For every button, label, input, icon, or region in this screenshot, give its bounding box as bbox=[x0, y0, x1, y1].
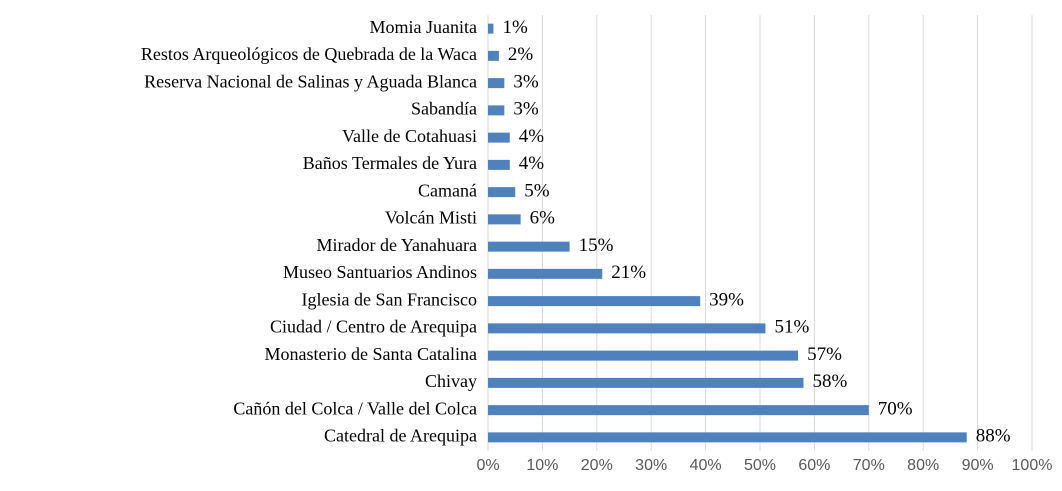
value-label: 51% bbox=[774, 317, 809, 338]
bar bbox=[488, 132, 510, 143]
category-label: Momia Juanita bbox=[370, 17, 477, 37]
x-tick-label: 40% bbox=[690, 457, 722, 474]
value-label: 57% bbox=[807, 344, 842, 365]
x-tick-label: 0% bbox=[476, 457, 499, 474]
x-tick-label: 20% bbox=[581, 457, 613, 474]
value-label: 1% bbox=[502, 17, 528, 38]
category-label: Monasterio de Santa Catalina bbox=[265, 344, 477, 364]
value-label: 70% bbox=[878, 398, 913, 419]
x-tick-label: 50% bbox=[744, 457, 776, 474]
x-tick-label: 60% bbox=[798, 457, 830, 474]
category-label: Baños Termales de Yura bbox=[303, 153, 477, 173]
bar bbox=[488, 241, 570, 252]
bar bbox=[488, 323, 766, 334]
bar bbox=[488, 159, 510, 170]
value-label: 3% bbox=[513, 71, 539, 92]
category-label: Ciudad / Centro de Arequipa bbox=[270, 317, 477, 337]
bar bbox=[488, 105, 505, 116]
value-label: 58% bbox=[813, 371, 848, 392]
bar bbox=[488, 405, 869, 416]
value-label: 15% bbox=[579, 235, 614, 256]
bar bbox=[488, 78, 505, 89]
bar bbox=[488, 23, 494, 34]
category-label: Iglesia de San Francisco bbox=[302, 289, 477, 309]
value-label: 4% bbox=[519, 126, 545, 147]
bar bbox=[488, 377, 804, 388]
x-tick-label: 100% bbox=[1012, 457, 1053, 474]
category-label: Camaná bbox=[418, 180, 477, 200]
category-label: Cañón del Colca / Valle del Colca bbox=[233, 398, 477, 418]
value-label: 5% bbox=[524, 180, 550, 201]
category-label: Catedral de Arequipa bbox=[324, 426, 477, 446]
bar bbox=[488, 432, 967, 443]
bar bbox=[488, 268, 603, 279]
bar bbox=[488, 187, 516, 198]
x-tick-label: 90% bbox=[962, 457, 994, 474]
value-label: 21% bbox=[611, 262, 646, 283]
category-label: Valle de Cotahuasi bbox=[342, 126, 477, 146]
x-tick-label: 30% bbox=[635, 457, 667, 474]
category-label: Chivay bbox=[425, 371, 477, 391]
value-label: 39% bbox=[709, 289, 744, 310]
category-label: Sabandía bbox=[411, 99, 477, 119]
value-label: 2% bbox=[508, 44, 534, 65]
category-label: Restos Arqueológicos de Quebrada de la W… bbox=[141, 44, 477, 64]
category-label: Volcán Misti bbox=[385, 208, 477, 228]
value-label: 4% bbox=[519, 153, 545, 174]
value-label: 3% bbox=[513, 99, 539, 120]
x-tick-label: 10% bbox=[526, 457, 558, 474]
category-label: Museo Santuarios Andinos bbox=[283, 262, 477, 282]
bar bbox=[488, 50, 499, 61]
value-label: 6% bbox=[530, 208, 556, 229]
x-tick-label: 80% bbox=[907, 457, 939, 474]
bar bbox=[488, 350, 799, 361]
category-label: Mirador de Yanahuara bbox=[317, 235, 477, 255]
category-label: Reserva Nacional de Salinas y Aguada Bla… bbox=[144, 71, 477, 91]
bar bbox=[488, 296, 701, 307]
value-label: 88% bbox=[976, 426, 1011, 447]
bar bbox=[488, 214, 521, 225]
x-tick-label: 70% bbox=[853, 457, 885, 474]
